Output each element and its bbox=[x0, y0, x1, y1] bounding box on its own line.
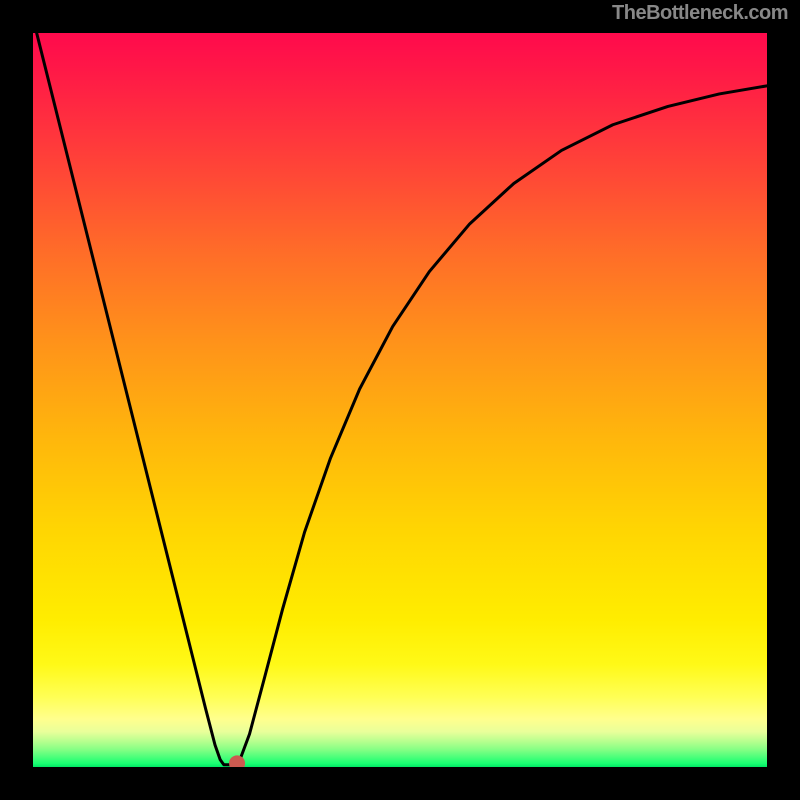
plot-background bbox=[33, 33, 767, 767]
chart-container: TheBottleneck.com bbox=[0, 0, 800, 800]
watermark-text: TheBottleneck.com bbox=[612, 2, 788, 25]
bottleneck-curve-plot bbox=[33, 33, 767, 767]
